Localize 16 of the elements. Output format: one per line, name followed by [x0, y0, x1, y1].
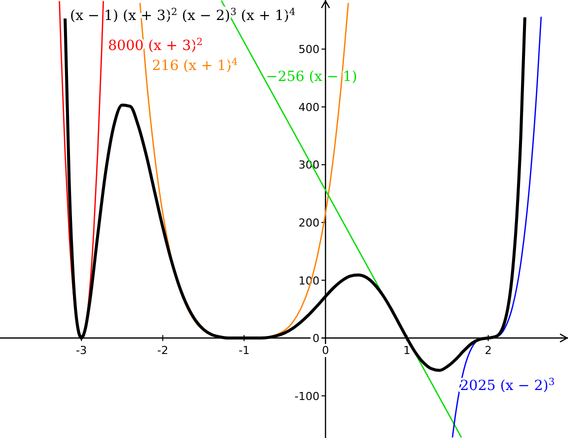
x-tick-label: -1 [238, 344, 250, 358]
y-tick-label: 500 [298, 43, 320, 56]
x-tick-label: -2 [157, 344, 168, 358]
y-tick-label: 200 [298, 216, 320, 230]
x-tick-label: 2 [484, 344, 492, 358]
series-label: 2025 (x − 2)$^{3}$ [460, 376, 555, 394]
y-tick-label: 0 [312, 332, 320, 346]
x-tick-label: -3 [76, 344, 87, 358]
x-tick-label: 1 [403, 344, 410, 358]
series-label: −256 (x − 1) [266, 69, 358, 85]
series-label: (x − 1) (x + 3)$^{2}$ (x − 2)$^{3}$ (x + 1)$^{4}$ [70, 6, 296, 24]
y-tick-label: -100 [294, 390, 320, 403]
y-tick-label: 400 [298, 100, 320, 114]
x-tick-label: 0 [322, 344, 329, 358]
series-label: 216 (x + 1)$^{4}$ [152, 56, 238, 74]
series-label: 8000 (x + 3)$^{2}$ [108, 36, 203, 54]
